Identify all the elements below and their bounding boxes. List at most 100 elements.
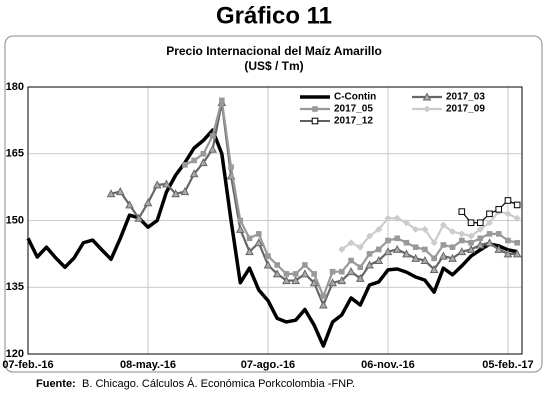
marker — [319, 300, 328, 309]
marker — [115, 187, 125, 196]
x-tick-label: 06-nov.-16 — [361, 359, 415, 371]
marker — [421, 225, 429, 233]
marker — [309, 278, 319, 287]
marker — [383, 247, 393, 256]
marker — [486, 219, 493, 227]
marker — [475, 240, 485, 249]
marker — [411, 253, 420, 262]
marker — [449, 228, 457, 236]
marker — [143, 198, 153, 207]
marker — [422, 246, 428, 253]
marker — [466, 244, 476, 253]
chart-frame — [4, 35, 543, 373]
marker — [467, 219, 475, 227]
marker — [191, 157, 197, 164]
y-tick-label: 150 — [6, 214, 24, 226]
marker — [392, 244, 402, 253]
marker — [504, 210, 512, 218]
legend-label: C-Contin — [334, 92, 376, 103]
x-tick-label: 07-feb.-16 — [2, 359, 53, 371]
marker — [283, 271, 290, 277]
marker — [209, 133, 216, 139]
marker — [384, 214, 392, 222]
marker — [486, 231, 493, 237]
marker — [412, 225, 420, 233]
marker — [375, 225, 383, 233]
marker — [431, 255, 437, 262]
marker — [338, 245, 346, 253]
marker — [505, 237, 511, 244]
marker — [393, 214, 401, 222]
marker — [208, 144, 217, 153]
marker — [476, 219, 484, 227]
marker — [180, 187, 190, 196]
marker — [292, 271, 299, 277]
marker — [357, 264, 364, 271]
marker — [385, 237, 391, 244]
marker — [228, 164, 234, 170]
marker — [255, 231, 262, 237]
marker — [365, 260, 374, 269]
marker — [458, 208, 466, 215]
marker — [199, 158, 208, 167]
marker — [274, 262, 281, 268]
legend-marker — [423, 105, 431, 113]
marker — [272, 269, 282, 278]
legend-label: 2017_09 — [446, 104, 485, 115]
marker — [503, 249, 513, 258]
marker — [514, 239, 520, 246]
marker — [245, 247, 254, 256]
chart-title: Precio Internacional del Maíz Amarillo — [166, 44, 382, 58]
marker — [457, 247, 467, 256]
legend-marker — [312, 106, 318, 112]
marker — [468, 239, 474, 246]
marker — [162, 179, 171, 188]
marker — [374, 255, 384, 265]
x-tick-label: 08-may.-16 — [120, 359, 176, 371]
marker — [171, 189, 181, 198]
marker — [439, 221, 447, 229]
legend-label: 2017_03 — [446, 92, 485, 103]
marker — [412, 244, 419, 250]
marker — [448, 253, 457, 262]
marker — [494, 244, 504, 253]
marker — [449, 244, 456, 250]
marker — [476, 225, 484, 233]
marker — [477, 235, 484, 242]
marker — [495, 231, 502, 237]
source-label: Fuente: — [36, 378, 76, 390]
y-tick-label: 180 — [6, 81, 24, 93]
source: B. Chicago. Cálculos Á. Económica Porkco… — [82, 377, 355, 390]
y-tick-label: 120 — [6, 348, 24, 360]
marker — [375, 246, 382, 253]
x-tick-label: 05-feb.-17 — [482, 359, 533, 371]
header: Gráfico 11 — [216, 2, 332, 29]
marker — [328, 278, 337, 287]
marker — [263, 260, 273, 269]
marker — [513, 214, 521, 222]
chart-subtitle: (US$ / Tm) — [244, 59, 303, 73]
marker — [134, 213, 144, 222]
marker — [355, 273, 365, 282]
x-tick-label: 07-ago.-16 — [241, 359, 295, 371]
marker — [265, 253, 271, 259]
marker — [282, 276, 291, 285]
marker — [356, 243, 364, 251]
marker — [512, 249, 522, 258]
marker — [125, 200, 134, 209]
marker — [439, 251, 448, 260]
marker — [254, 238, 264, 247]
marker — [152, 180, 162, 189]
legend-marker — [422, 92, 432, 101]
marker — [467, 232, 475, 240]
marker — [402, 249, 411, 258]
marker — [420, 255, 430, 265]
marker — [403, 239, 410, 246]
marker — [348, 257, 354, 264]
marker — [300, 269, 310, 278]
legend-marker — [311, 117, 319, 125]
marker — [320, 293, 327, 299]
marker — [337, 276, 347, 285]
marker — [486, 210, 493, 218]
